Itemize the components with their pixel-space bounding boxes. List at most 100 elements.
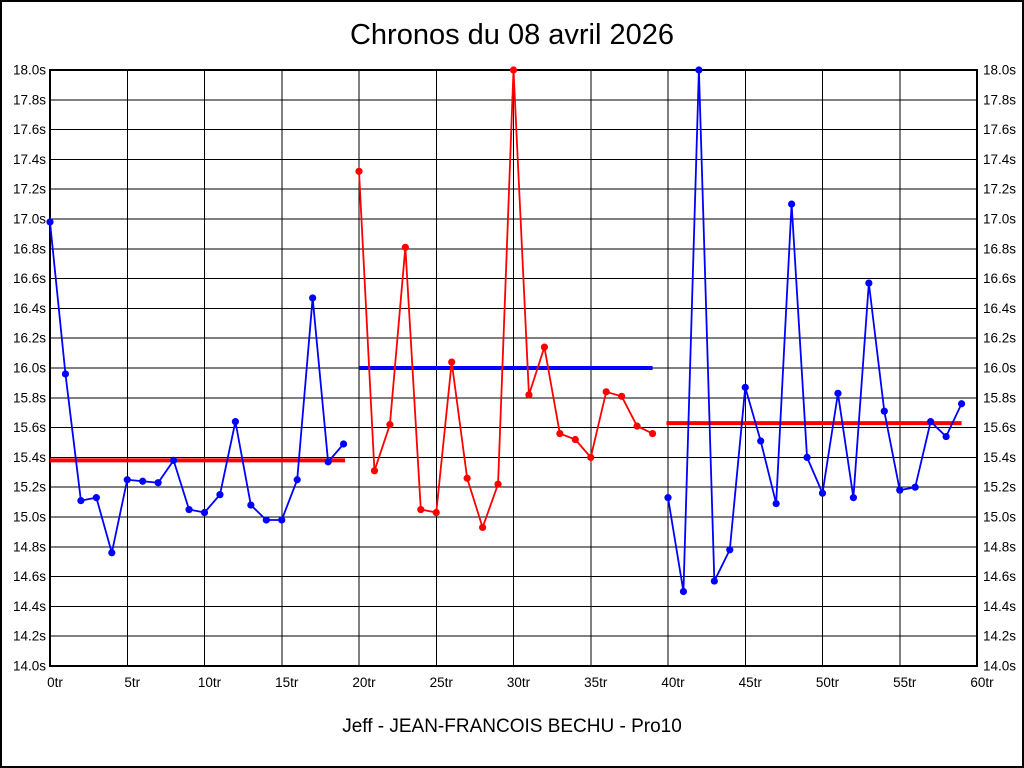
data-point-stint-1 xyxy=(339,440,348,448)
y-axis-tick-label-right: 16.2s xyxy=(983,331,1016,346)
data-point-stint-1 xyxy=(108,549,116,557)
data-point-stint-3 xyxy=(818,489,827,497)
y-axis-tick-label-right: 16.6s xyxy=(983,271,1016,286)
data-point-stint-3 xyxy=(942,432,950,441)
x-axis-tick-label: 0tr xyxy=(47,675,63,690)
data-point-stint-1 xyxy=(309,294,317,302)
y-axis-tick-label-left: 14.6s xyxy=(13,569,46,584)
data-point-stint-1 xyxy=(231,418,239,426)
y-axis-tick-label-right: 17.2s xyxy=(983,182,1016,197)
data-point-stint-2 xyxy=(587,453,595,461)
x-axis-tick-label: 40tr xyxy=(661,675,685,690)
data-point-stint-3 xyxy=(896,486,904,494)
y-axis-tick-label-right: 16.8s xyxy=(983,241,1016,256)
data-point-stint-3 xyxy=(865,279,873,287)
y-axis-tick-label-right: 14.0s xyxy=(983,659,1016,674)
chart-footer: Jeff - JEAN-FRANCOIS BECHU - Pro10 xyxy=(342,716,682,737)
x-axis-tick-label: 5tr xyxy=(124,675,140,690)
series-line-stint-1 xyxy=(49,221,345,554)
data-point-stint-3 xyxy=(880,407,888,415)
x-axis-tick-label: 50tr xyxy=(816,675,840,690)
data-point-stint-1 xyxy=(247,501,255,509)
data-point-stint-2 xyxy=(479,523,487,532)
data-point-stint-1 xyxy=(139,477,147,485)
data-point-stint-1 xyxy=(216,491,224,499)
data-point-stint-1 xyxy=(185,505,193,514)
data-point-stint-2 xyxy=(648,429,657,438)
data-point-stint-2 xyxy=(448,358,456,366)
data-point-stint-3 xyxy=(849,494,858,502)
x-axis-tick-label: 55tr xyxy=(893,675,917,690)
series-line-stint-2 xyxy=(358,69,653,529)
y-axis-tick-label-right: 16.4s xyxy=(983,301,1016,316)
y-axis-tick-label-left: 14.4s xyxy=(13,599,46,614)
data-point-stint-2 xyxy=(525,391,533,399)
data-point-stint-2 xyxy=(633,422,641,430)
y-axis-tick-label-left: 18.0s xyxy=(13,63,46,78)
data-point-stint-3 xyxy=(741,383,749,391)
data-point-stint-2 xyxy=(355,167,363,175)
data-point-stint-1 xyxy=(170,456,178,464)
y-axis-tick-label-right: 15.6s xyxy=(983,420,1016,435)
data-point-stint-3 xyxy=(911,483,919,491)
data-point-stint-2 xyxy=(540,343,549,351)
y-axis-tick-label-right: 15.4s xyxy=(983,450,1016,465)
y-axis-tick-label-right: 14.6s xyxy=(983,569,1016,584)
y-axis-tick-label-right: 14.2s xyxy=(983,629,1016,644)
data-point-stint-3 xyxy=(757,437,765,445)
y-axis-tick-label-right: 15.0s xyxy=(983,510,1016,525)
data-point-stint-1 xyxy=(92,494,100,502)
data-point-stint-3 xyxy=(726,546,734,554)
data-point-stint-2 xyxy=(417,505,425,514)
y-axis-tick-label-left: 17.0s xyxy=(13,212,46,227)
y-axis-tick-label-left: 17.8s xyxy=(13,92,46,107)
x-axis-tick-label: 15tr xyxy=(275,675,299,690)
chart-title: Chronos du 08 avril 2026 xyxy=(349,19,675,51)
x-axis-tick-label: 20tr xyxy=(352,675,376,690)
data-point-stint-2 xyxy=(401,243,409,251)
data-point-stint-3 xyxy=(834,389,842,397)
y-axis-tick-label-left: 15.8s xyxy=(13,390,46,405)
y-axis-tick-label-left: 16.0s xyxy=(13,361,46,376)
data-point-stint-2 xyxy=(386,421,394,429)
y-axis-tick-label-left: 16.6s xyxy=(13,271,46,286)
data-point-stint-1 xyxy=(278,516,286,524)
data-point-stint-1 xyxy=(46,218,54,226)
y-axis-tick-label-left: 14.0s xyxy=(13,659,46,674)
data-point-stint-2 xyxy=(432,508,440,517)
data-point-stint-2 xyxy=(556,429,564,438)
data-point-stint-1 xyxy=(154,479,162,487)
x-axis-tick-label: 25tr xyxy=(430,675,454,690)
data-point-stint-3 xyxy=(710,577,718,585)
data-point-stint-1 xyxy=(262,516,270,524)
y-axis-tick-label-right: 17.6s xyxy=(983,122,1016,137)
data-point-stint-1 xyxy=(200,508,209,517)
y-axis-tick-label-left: 14.2s xyxy=(13,629,46,644)
data-point-stint-2 xyxy=(571,435,579,444)
x-axis-tick-label: 45tr xyxy=(739,675,763,690)
x-axis-tick-label: 35tr xyxy=(584,675,608,690)
data-point-stint-1 xyxy=(123,476,131,484)
data-point-stint-3 xyxy=(957,400,966,408)
data-point-stint-3 xyxy=(788,200,796,208)
data-point-stint-2 xyxy=(370,467,379,475)
series-line-stint-3 xyxy=(667,69,963,593)
y-axis-tick-label-right: 17.4s xyxy=(983,152,1016,167)
y-axis-tick-label-right: 16.0s xyxy=(983,361,1016,376)
y-axis-tick-label-left: 14.8s xyxy=(13,539,46,554)
data-point-stint-3 xyxy=(679,587,688,596)
y-axis-tick-label-left: 16.4s xyxy=(13,301,46,316)
y-axis-tick-label-left: 15.2s xyxy=(13,480,46,495)
y-axis-tick-label-left: 15.4s xyxy=(13,450,46,465)
data-point-stint-3 xyxy=(803,453,811,461)
y-axis-tick-label-left: 15.0s xyxy=(13,510,46,525)
data-point-stint-2 xyxy=(618,392,626,400)
y-axis-tick-label-left: 15.6s xyxy=(13,420,46,435)
data-point-stint-2 xyxy=(602,388,610,396)
y-axis-tick-label-right: 17.0s xyxy=(983,212,1016,227)
y-axis-tick-label-right: 17.8s xyxy=(983,92,1016,107)
data-point-stint-2 xyxy=(494,480,502,488)
y-axis-tick-label-left: 17.6s xyxy=(13,122,46,137)
